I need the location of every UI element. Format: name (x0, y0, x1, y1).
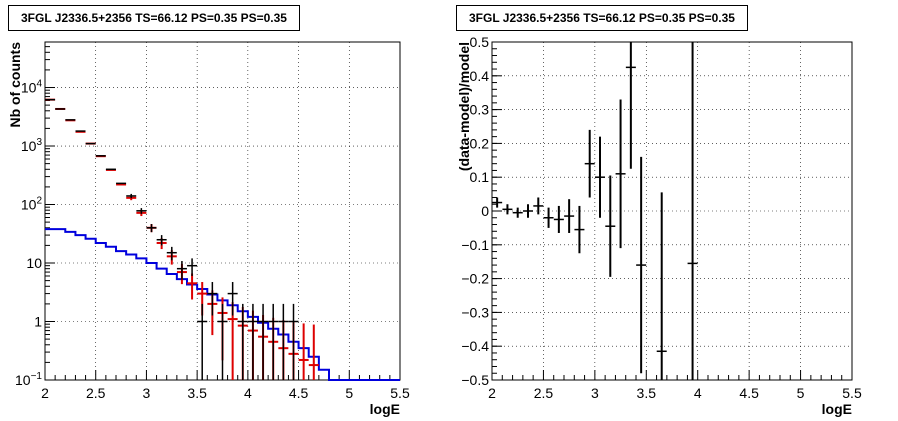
model-step-line (45, 228, 400, 381)
left-x-tick-label: 2.5 (86, 385, 106, 401)
right-y-tick-label: −0.3 (461, 304, 489, 320)
right-y-tick-label: 0.2 (470, 135, 490, 151)
right-y-tick-label: 0.3 (470, 102, 490, 118)
left-x-tick-label: 4 (244, 385, 252, 401)
left-y-axis-title: Nb of counts (7, 42, 23, 128)
right-x-tick-label: 5.5 (842, 385, 862, 401)
left-x-tick-label: 4.5 (289, 385, 309, 401)
left-y-tick-label: 104 (21, 79, 43, 96)
right-y-tick-label: −0.1 (461, 237, 489, 253)
right-x-tick-label: 5 (797, 385, 805, 401)
right-x-axis-title: logE (822, 401, 852, 417)
left-x-tick-label: 5 (345, 385, 353, 401)
right-x-tick-label: 2.5 (534, 385, 554, 401)
right-x-tick-label: 4 (694, 385, 702, 401)
left-x-tick-label: 3 (143, 385, 151, 401)
left-x-tick-label: 5.5 (390, 385, 410, 401)
left-y-tick-label: 10 (26, 255, 42, 271)
right-y-tick-label: −0.5 (461, 372, 489, 388)
right-x-tick-label: 2 (488, 385, 496, 401)
right-x-tick-label: 3 (591, 385, 599, 401)
left-y-tick-label: 1 (34, 314, 42, 330)
left-y-tick-label: 10−1 (15, 371, 42, 388)
right-y-tick-label: −0.4 (461, 338, 489, 354)
right-plot: 2 2.5 3 3.5 4 4.5 5 5.5 −0.5 −0.4 −0.3 −0.2 −0.1 0 0.1… (456, 34, 862, 417)
right-chart-title: 3FGL J2336.5+2356 TS=66.12 PS=0.35 PS=0.… (456, 5, 748, 31)
left-x-tick-label: 3.5 (187, 385, 207, 401)
right-y-tick-label: 0.5 (470, 34, 490, 50)
left-x-axis-title: logE (370, 401, 400, 417)
right-y-tick-label: 0.1 (470, 169, 490, 185)
left-x-tick-label: 2 (41, 385, 49, 401)
right-x-tick-label: 4.5 (739, 385, 759, 401)
right-y-axis-title: (data-model)/model (456, 42, 472, 171)
right-y-tick-label: −0.2 (461, 271, 489, 287)
left-y-tick-label: 102 (21, 196, 43, 213)
right-y-tick-label: 0.4 (470, 68, 490, 84)
left-chart-title: 3FGL J2336.5+2356 TS=66.12 PS=0.35 PS=0.… (8, 5, 300, 31)
right-x-tick-label: 3.5 (637, 385, 657, 401)
left-y-tick-label: 103 (21, 137, 43, 154)
right-y-tick-label: 0 (481, 203, 489, 219)
